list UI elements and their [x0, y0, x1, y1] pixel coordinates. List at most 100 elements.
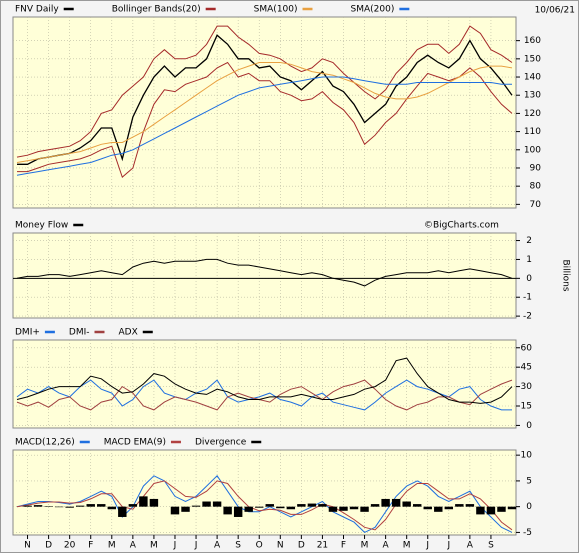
legend-label: DMI- [69, 328, 90, 338]
bar [307, 503, 317, 507]
y-tick-label: 120 [524, 109, 541, 119]
x-tick-label: F [341, 541, 346, 551]
series-line [17, 61, 513, 178]
bar [434, 506, 443, 512]
bar [33, 505, 43, 507]
legend-label: MACD EMA(9) [104, 438, 166, 448]
legend-label: SMA(100) [254, 5, 298, 15]
bar [128, 504, 138, 507]
y-tick-label: 60 [521, 343, 533, 353]
y-tick-label: -2 [523, 312, 532, 322]
bar [349, 506, 359, 510]
bar [328, 506, 338, 512]
legend-label: FNV Daily [15, 5, 59, 15]
bar [223, 506, 232, 515]
x-tick-label: A [383, 541, 390, 551]
y-tick-label: 110 [524, 127, 541, 137]
bar [202, 501, 211, 507]
y-tick-label: 2 [526, 236, 532, 246]
series-line [16, 258, 513, 287]
series-line [16, 379, 513, 411]
legend-label: Bollinger Bands(20) [112, 5, 201, 15]
bar [507, 506, 517, 510]
x-tick-label: M [108, 541, 116, 551]
bar [97, 504, 106, 507]
bar [86, 504, 95, 507]
y-tick-label: 150 [524, 54, 541, 64]
y-tick-label: 30 [521, 382, 533, 392]
bar [170, 506, 180, 515]
bar [497, 506, 506, 512]
legend-label: DMI+ [15, 328, 40, 338]
plot-area [12, 232, 517, 319]
x-tick-label: J [173, 541, 177, 551]
y-tick-label: 80 [530, 182, 542, 192]
series-line [16, 475, 513, 534]
plot-area [12, 339, 517, 429]
y-axis-label: Billions [561, 259, 571, 291]
bar [118, 506, 127, 517]
bar [486, 506, 496, 515]
series-line [16, 357, 513, 404]
bar [339, 506, 348, 511]
y-tick-label: 70 [530, 200, 542, 210]
series-line [16, 379, 512, 411]
y-tick-label: 0 [526, 421, 532, 431]
x-tick-label: 20 [64, 541, 76, 551]
x-tick-label: J [425, 541, 429, 551]
y-tick-label: -5 [523, 528, 532, 538]
bar [191, 505, 201, 507]
y-tick-label: 160 [524, 36, 541, 46]
plot-area [12, 449, 517, 536]
series-line [17, 34, 513, 165]
x-tick-label: F [88, 541, 93, 551]
x-tick-label: 21 [317, 541, 328, 551]
legend-label: Divergence [195, 438, 247, 448]
bar [212, 501, 222, 507]
bar [402, 501, 411, 507]
bar [465, 504, 475, 507]
bar [255, 506, 264, 508]
bar [75, 505, 85, 507]
y-tick-label: 100 [524, 145, 541, 155]
series-line [16, 76, 512, 176]
x-tick-label: D [298, 541, 305, 551]
bar [286, 506, 296, 510]
bar [149, 498, 159, 507]
bar [44, 506, 53, 507]
x-tick-label: S [488, 541, 494, 551]
legend-label: ADX [119, 328, 138, 338]
x-tick-label: S [235, 541, 241, 551]
bar [381, 498, 390, 507]
y-tick-label: 1 [526, 255, 532, 265]
series-line [16, 25, 513, 158]
bar [370, 504, 380, 507]
x-tick-label: M [403, 541, 411, 551]
bar [65, 506, 74, 508]
x-tick-label: N [277, 541, 284, 551]
y-tick-label: 15 [521, 402, 532, 412]
bar [233, 506, 243, 517]
x-tick-label: A [214, 541, 221, 551]
y-tick-label: 0 [526, 274, 532, 284]
bar [476, 506, 485, 515]
bar [455, 504, 464, 507]
y-tick-label: 5 [526, 476, 532, 486]
x-tick-label: J [194, 541, 198, 551]
y-tick-label: 90 [530, 163, 542, 173]
date-label: 10/06/21 [535, 6, 575, 16]
x-tick-label: O [256, 541, 263, 551]
legend-label: MACD(12,26) [15, 438, 75, 448]
x-tick-label: D [45, 541, 52, 551]
x-tick-label: M [150, 541, 158, 551]
bar [107, 506, 116, 510]
y-tick-label: 45 [521, 363, 532, 373]
bar [413, 504, 422, 507]
y-tick-label: 140 [524, 73, 541, 83]
series-line [16, 480, 513, 531]
bar [276, 506, 285, 509]
y-tick-label: 130 [524, 91, 541, 101]
bar [181, 506, 190, 512]
bar [54, 506, 64, 508]
